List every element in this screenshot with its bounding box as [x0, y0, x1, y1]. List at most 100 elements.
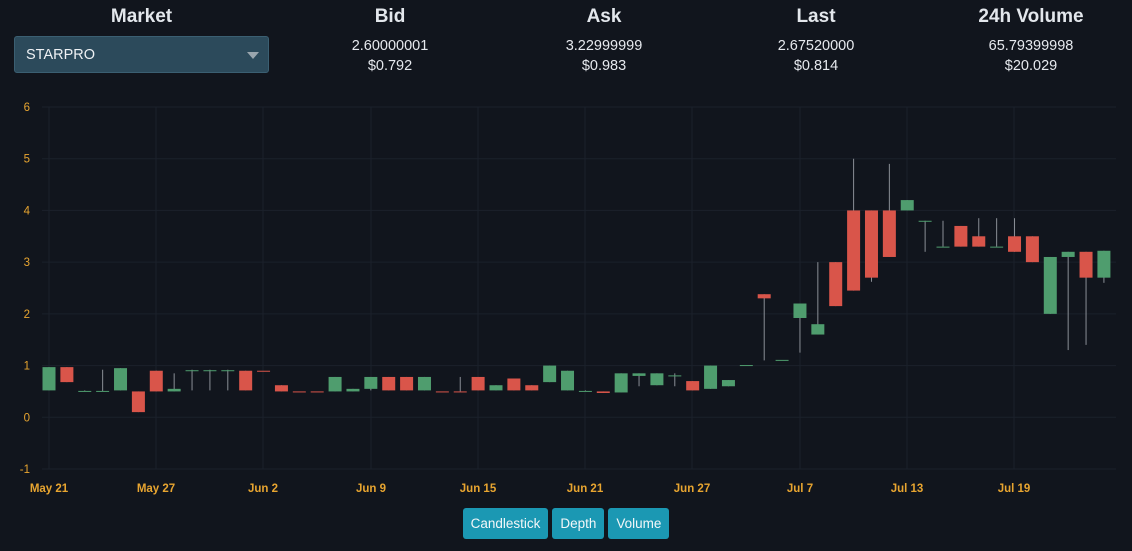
- candle-body: [221, 370, 235, 372]
- x-tick-label: Jun 2: [248, 483, 278, 495]
- candle-body: [78, 390, 92, 392]
- market-title: Market: [110, 6, 173, 27]
- last-column: Last 2.67520000 $0.814: [736, 4, 896, 76]
- last-usd: $0.814: [793, 58, 839, 74]
- candle-body: [954, 225, 968, 247]
- candle-body: [114, 368, 128, 391]
- ask-column: Ask 3.22999999 $0.983: [524, 4, 684, 76]
- y-tick-label: -1: [20, 464, 30, 476]
- y-tick-label: 6: [24, 102, 30, 114]
- y-tick-label: 0: [24, 412, 30, 424]
- candle-body: [668, 375, 682, 377]
- bid-value: 2.60000001: [351, 38, 429, 54]
- y-tick-label: 4: [24, 205, 31, 217]
- candle-body: [686, 381, 700, 391]
- candle-body: [400, 376, 414, 391]
- x-tick-label: May 27: [137, 483, 175, 495]
- chart-mode-buttons: Candlestick Depth Volume: [0, 508, 1132, 539]
- candlestick-chart: -1 0 1 2 3 4 5 6 May 21 May 27 Jun 2 Jun 9 Jun 15 Jun…: [20, 102, 1116, 495]
- candle-body: [650, 373, 664, 386]
- chevron-down-icon: [247, 52, 259, 59]
- candle-body: [203, 370, 217, 372]
- candle-body: [632, 373, 646, 376]
- last-title: Last: [796, 6, 836, 27]
- last-value: 2.67520000: [777, 38, 855, 54]
- candle-body: [471, 376, 485, 391]
- candle-body: [435, 391, 449, 393]
- candle-body: [346, 388, 360, 392]
- candle-body: [167, 388, 181, 392]
- candle-body: [972, 236, 986, 247]
- candle-body: [328, 376, 342, 392]
- x-tick-label: May 21: [30, 483, 69, 495]
- candle-body: [1025, 236, 1039, 263]
- candle-body: [936, 246, 950, 248]
- market-select[interactable]: STARPRO: [14, 36, 269, 73]
- candle-body: [847, 210, 861, 291]
- x-tick-label: Jul 7: [787, 483, 813, 495]
- depth-button[interactable]: Depth: [552, 508, 605, 539]
- candle-body: [614, 373, 628, 393]
- market-column: Market STARPRO: [14, 4, 269, 73]
- candle-body: [1097, 250, 1111, 278]
- candle-body: [60, 367, 74, 383]
- x-tick-label: Jun 15: [460, 483, 497, 495]
- candle-body: [453, 391, 467, 393]
- x-tick-label: Jun 21: [567, 483, 604, 495]
- candle-body: [990, 246, 1004, 248]
- candle-body: [185, 370, 199, 372]
- market-select-value: STARPRO: [26, 47, 96, 63]
- candle-body: [578, 390, 592, 392]
- x-tick-label: Jul 19: [998, 483, 1031, 495]
- candle-body: [292, 391, 306, 393]
- ticker-header: Market STARPRO Bid 2.60000001 $0.792 Ask…: [0, 0, 1132, 95]
- candle-body: [793, 303, 807, 318]
- ask-usd: $0.983: [581, 58, 627, 74]
- candle-body: [96, 390, 110, 392]
- x-tick-label: Jun 27: [674, 483, 710, 495]
- candle-body: [829, 262, 843, 307]
- candle-body: [489, 385, 503, 391]
- candle-body: [42, 367, 56, 391]
- candle-body: [310, 391, 324, 393]
- candle-body: [811, 324, 825, 335]
- candle-body: [1043, 256, 1057, 314]
- candle-body: [1008, 236, 1022, 252]
- candle-body: [721, 380, 735, 387]
- candle-body: [704, 365, 718, 389]
- volume-value: 65.79399998: [988, 38, 1074, 54]
- x-tick-label: Jun 9: [356, 483, 386, 495]
- y-tick-label: 5: [24, 154, 30, 166]
- bid-usd: $0.792: [367, 58, 413, 74]
- volume-column: 24h Volume 65.79399998 $20.029: [951, 4, 1111, 76]
- volume-usd: $20.029: [1004, 58, 1058, 74]
- candle-body: [382, 376, 396, 391]
- candle-body: [543, 365, 557, 383]
- candlestick-button[interactable]: Candlestick: [462, 508, 549, 539]
- candle-body: [900, 200, 914, 211]
- candle-body: [364, 376, 378, 389]
- bid-column: Bid 2.60000001 $0.792: [310, 4, 470, 76]
- y-tick-label: 1: [24, 361, 30, 373]
- candle-body: [1061, 251, 1075, 257]
- candle-body: [775, 359, 789, 361]
- candle-body: [918, 220, 932, 222]
- candle-body: [739, 365, 753, 367]
- candle-body: [149, 370, 163, 392]
- ask-value: 3.22999999: [565, 38, 643, 54]
- candle-body: [417, 376, 431, 391]
- candle-body: [882, 210, 896, 257]
- volume-button[interactable]: Volume: [608, 508, 670, 539]
- y-tick-label: 3: [24, 257, 30, 269]
- x-tick-label: Jul 13: [891, 483, 924, 495]
- y-tick-label: 2: [24, 309, 30, 321]
- ask-title: Ask: [586, 6, 622, 27]
- candle-body: [507, 378, 521, 391]
- candle-body: [561, 370, 575, 391]
- candle-body: [274, 385, 288, 392]
- candle-body: [257, 370, 271, 372]
- candle-body: [239, 370, 253, 391]
- volume-title: 24h Volume: [978, 6, 1084, 27]
- candle-body: [525, 385, 539, 391]
- bid-title: Bid: [374, 6, 406, 27]
